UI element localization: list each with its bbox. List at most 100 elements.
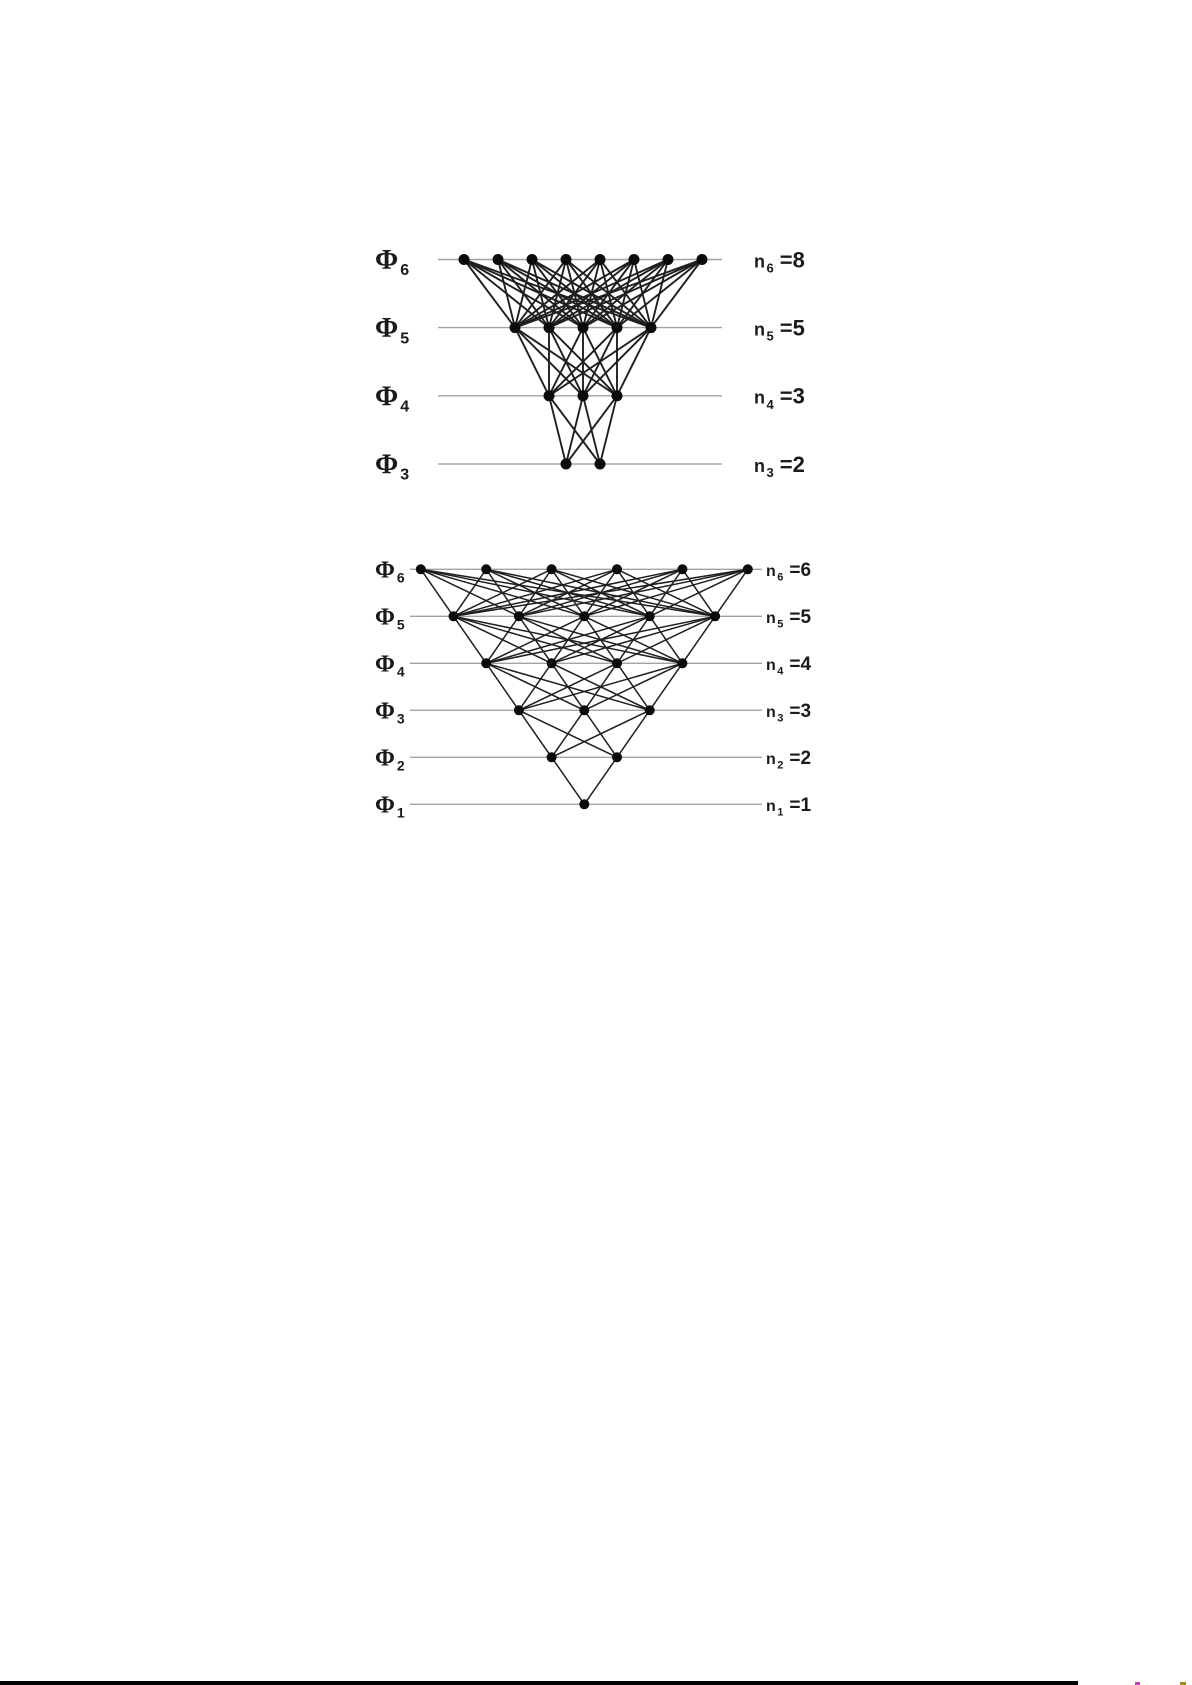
scan-artifacts xyxy=(0,1681,1186,1685)
edges-phi-4-to-phi-3 xyxy=(485,662,684,712)
edges-phi-6-to-phi-5 xyxy=(420,568,749,618)
network-edge xyxy=(548,326,652,397)
network-edge xyxy=(452,568,618,618)
network-edge xyxy=(485,615,651,665)
count-label-6: n 6 =8 xyxy=(754,247,805,275)
network-node xyxy=(645,322,657,334)
count-label-4: n 4 =3 xyxy=(754,384,805,412)
network-edge xyxy=(616,615,716,665)
lower-network: Φ 6 n 6 =6 Φ 5 n 5 =5 Φ 4 n 4 =4 Φ 3 n 3 =3 Φ 2 n 2 =2 Φ 1 n 1 =1 xyxy=(375,557,812,820)
edges-phi-6-to-phi-5 xyxy=(463,258,703,329)
network-node xyxy=(560,458,572,470)
network-edge xyxy=(518,662,618,712)
network-node xyxy=(560,254,572,265)
network-node xyxy=(594,458,606,470)
network-edge xyxy=(599,394,618,465)
nodes-phi-6 xyxy=(458,254,708,265)
network-node xyxy=(696,254,708,265)
network-edge xyxy=(548,258,703,329)
network-node xyxy=(448,611,459,622)
network-node xyxy=(644,705,655,716)
network-edge xyxy=(565,394,584,465)
network-node xyxy=(415,564,426,575)
edges-phi-2-to-phi-1 xyxy=(550,756,618,806)
network-node xyxy=(662,254,674,265)
network-edge xyxy=(514,258,669,329)
network-edge xyxy=(616,258,703,329)
network-edge xyxy=(550,615,716,665)
network-node xyxy=(611,322,623,334)
network-edge xyxy=(452,568,749,618)
network-node xyxy=(546,658,557,669)
network-edge xyxy=(485,615,586,665)
network-node xyxy=(513,705,524,716)
count-label-2: n 2 =2 xyxy=(766,748,811,771)
network-edge xyxy=(452,568,553,618)
count-label-6: n 6 =6 xyxy=(766,560,811,583)
network-edge xyxy=(485,615,520,665)
network-edge xyxy=(616,709,651,759)
nodes-phi-3 xyxy=(560,458,606,470)
upper-network: Φ 6 n 6 =8 Φ 5 n 5 =5 Φ 4 n 4 =3 Φ 3 n 3 =2 xyxy=(375,245,805,484)
network-edge xyxy=(648,662,684,712)
count-label-1: n 1 =1 xyxy=(766,795,812,818)
scan-speck-2 xyxy=(1180,1682,1186,1685)
network-node xyxy=(594,254,606,265)
network-edge xyxy=(550,709,651,759)
network-edge xyxy=(452,568,487,618)
network-edge xyxy=(485,615,716,665)
network-node xyxy=(458,254,470,265)
network-edge xyxy=(548,326,584,397)
network-node xyxy=(481,564,492,575)
network-edge xyxy=(583,662,684,712)
network-node xyxy=(481,658,492,669)
network-edge xyxy=(497,258,516,329)
network-edge xyxy=(582,326,652,397)
nodes-phi-6 xyxy=(415,564,753,575)
nodes-phi-3 xyxy=(513,705,655,716)
network-edge xyxy=(582,258,703,329)
network-edge xyxy=(583,756,618,806)
network-edge xyxy=(452,568,684,618)
nodes-phi-2 xyxy=(546,752,622,763)
network-edge xyxy=(420,568,455,618)
count-label-3: n 3 =2 xyxy=(754,452,805,480)
scan-edge-line xyxy=(0,1681,1078,1685)
nodes-phi-4 xyxy=(543,390,623,402)
nodes-phi-1 xyxy=(579,799,590,810)
network-edge xyxy=(714,568,749,618)
network-node xyxy=(612,564,622,575)
network-edge xyxy=(518,709,553,759)
network-edge xyxy=(648,568,749,618)
edges-phi-3-to-phi-2 xyxy=(518,709,651,759)
network-node xyxy=(492,254,504,265)
network-edge xyxy=(518,662,684,712)
network-node xyxy=(546,564,557,575)
network-edge xyxy=(514,326,550,397)
network-edge xyxy=(583,568,749,618)
nodes-phi-4 xyxy=(481,658,688,669)
network-edge xyxy=(514,258,703,329)
network-node xyxy=(677,658,688,669)
network-node xyxy=(677,564,688,575)
network-edge xyxy=(548,326,618,397)
network-node xyxy=(513,611,524,622)
network-edge xyxy=(518,662,553,712)
network-node xyxy=(644,611,655,622)
edges-phi-5-to-phi-4 xyxy=(452,615,716,665)
network-node xyxy=(612,658,622,669)
network-edge xyxy=(650,258,703,329)
count-label-3: n 3 =3 xyxy=(766,701,811,724)
network-edge xyxy=(514,258,635,329)
network-node xyxy=(543,322,555,334)
network-node xyxy=(509,322,521,334)
